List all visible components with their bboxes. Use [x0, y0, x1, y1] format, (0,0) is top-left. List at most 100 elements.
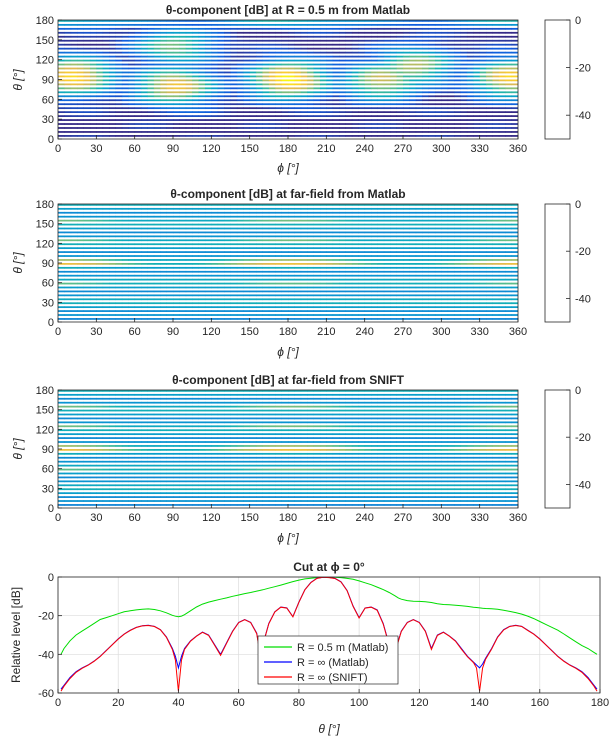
heatmap-cell — [96, 413, 104, 416]
heatmap-cell — [115, 318, 123, 320]
heatmap-cell — [204, 235, 212, 238]
y-tick-label: 0 — [48, 317, 54, 329]
heatmap-cell — [185, 131, 193, 133]
heatmap-cell — [364, 294, 372, 297]
heatmap-cell — [479, 219, 487, 222]
heatmap-cell — [377, 306, 385, 309]
heatmap-cell — [128, 123, 136, 125]
heatmap-cell — [147, 243, 155, 246]
heatmap-cell — [447, 115, 455, 117]
heatmap-cell — [428, 314, 436, 316]
heatmap-cell — [141, 290, 148, 293]
heatmap-cell — [454, 247, 461, 250]
heatmap-cell — [358, 75, 366, 78]
heatmap-cell — [319, 91, 327, 94]
heatmap-cell — [128, 243, 136, 246]
heatmap-cell — [109, 255, 116, 257]
heatmap-cell — [454, 278, 461, 281]
heatmap-cell — [396, 298, 404, 301]
heatmap-cell — [390, 409, 398, 412]
heatmap-cell — [422, 119, 429, 121]
heatmap-cell — [486, 409, 493, 412]
heatmap-cell — [198, 123, 206, 125]
heatmap-cell — [249, 20, 257, 22]
heatmap-cell — [236, 255, 244, 257]
x-tick-label: 300 — [432, 143, 450, 155]
heatmap-cell — [243, 409, 251, 412]
heatmap-cell — [339, 314, 346, 316]
heatmap-cell — [217, 310, 225, 312]
heatmap-cell — [466, 215, 474, 218]
heatmap-cell — [230, 71, 238, 74]
heatmap-cell — [128, 207, 136, 210]
heatmap-cell — [128, 223, 136, 226]
heatmap-cell — [211, 397, 219, 400]
heatmap-cell — [83, 119, 91, 121]
heatmap-cell — [204, 99, 212, 102]
heatmap-cell — [505, 278, 513, 281]
heatmap-cell — [262, 298, 270, 301]
heatmap-cell — [511, 235, 518, 238]
heatmap-cell — [332, 119, 340, 121]
heatmap-cell — [403, 318, 410, 320]
heatmap-cell — [466, 397, 474, 400]
heatmap-cell — [428, 91, 436, 94]
heatmap-cell — [383, 20, 391, 22]
heatmap-cell — [415, 266, 423, 269]
heatmap-cell — [58, 282, 65, 285]
heatmap-cell — [262, 119, 270, 121]
heatmap-cell — [441, 282, 449, 285]
heatmap-cell — [83, 274, 91, 277]
heatmap-cell — [428, 251, 436, 253]
heatmap-cell — [371, 274, 378, 277]
heatmap-cell — [415, 135, 423, 137]
heatmap-cell — [294, 51, 302, 54]
heatmap-cell — [505, 27, 513, 30]
heatmap-cell — [217, 23, 225, 26]
heatmap-cell — [345, 39, 353, 42]
heatmap-cell — [383, 397, 391, 400]
heatmap-cell — [441, 278, 449, 281]
heatmap-cell — [224, 227, 231, 230]
heatmap-cell — [447, 204, 455, 206]
heatmap-cell — [441, 107, 449, 110]
heatmap-cell — [326, 99, 334, 102]
heatmap-cell — [153, 227, 161, 230]
heatmap-cell — [383, 79, 391, 82]
heatmap-cell — [409, 274, 417, 277]
heatmap-cell — [288, 243, 295, 246]
heatmap-cell — [339, 405, 346, 408]
heatmap-cell — [364, 306, 372, 309]
heatmap-cell — [486, 294, 493, 297]
heatmap-cell — [115, 71, 123, 74]
heatmap-cell — [89, 99, 97, 102]
heatmap-cell — [383, 417, 391, 420]
heatmap-cell — [300, 99, 308, 102]
heatmap-cell — [358, 290, 366, 293]
heatmap-cell — [268, 413, 276, 416]
heatmap-cell — [371, 20, 378, 22]
heatmap-cell — [224, 215, 231, 218]
heatmap-cell — [58, 274, 65, 277]
heatmap-cell — [434, 204, 442, 206]
heatmap-cell — [109, 310, 116, 312]
heatmap-cell — [115, 231, 123, 234]
heatmap-cell — [236, 95, 244, 98]
heatmap-cell — [243, 131, 251, 133]
heatmap-cell — [64, 259, 72, 261]
heatmap-cell — [64, 294, 72, 297]
heatmap-cell — [479, 274, 487, 277]
heatmap-cell — [243, 219, 251, 222]
heatmap-cell — [128, 302, 136, 305]
heatmap-cell — [390, 107, 398, 110]
heatmap-cell — [319, 219, 327, 222]
heatmap-cell — [160, 27, 168, 30]
heatmap-cell — [371, 298, 378, 301]
heatmap-cell — [109, 231, 116, 234]
heatmap-cell — [300, 91, 308, 94]
heatmap-cell — [249, 204, 257, 206]
heatmap-cell — [294, 270, 302, 273]
heatmap-cell — [479, 314, 487, 316]
heatmap-cell — [300, 298, 308, 301]
heatmap-cell — [121, 413, 129, 416]
